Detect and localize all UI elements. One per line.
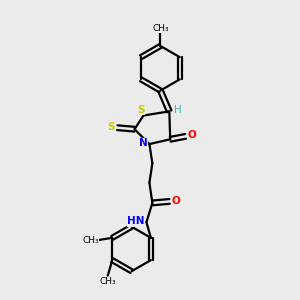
Text: O: O (187, 130, 196, 140)
Text: CH₃: CH₃ (100, 277, 116, 286)
Text: N: N (139, 139, 148, 148)
Text: H: H (174, 105, 182, 115)
Text: S: S (108, 122, 115, 132)
Text: O: O (171, 196, 180, 206)
Text: CH₃: CH₃ (82, 236, 99, 245)
Text: CH₃: CH₃ (152, 24, 169, 33)
Text: HN: HN (127, 216, 145, 226)
Text: S: S (137, 105, 145, 115)
